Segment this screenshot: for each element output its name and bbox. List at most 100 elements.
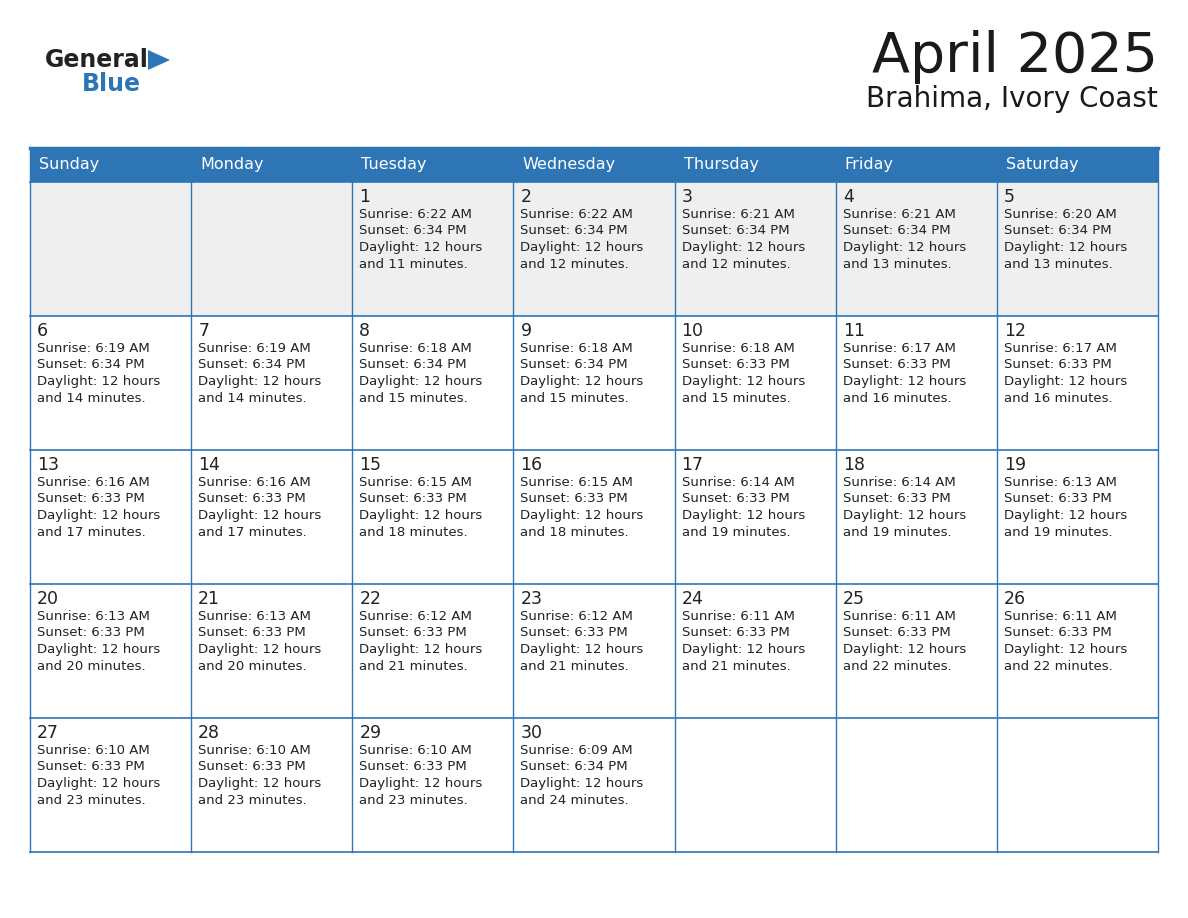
Text: Sunset: 6:34 PM: Sunset: 6:34 PM	[520, 359, 628, 372]
Text: and 19 minutes.: and 19 minutes.	[842, 525, 952, 539]
Text: 16: 16	[520, 456, 543, 474]
Text: 8: 8	[359, 322, 371, 340]
Bar	[191, 718, 353, 852]
Text: Daylight: 12 hours: Daylight: 12 hours	[842, 509, 966, 522]
Text: Monday: Monday	[200, 158, 264, 173]
Text: 4: 4	[842, 188, 854, 206]
Text: Sunrise: 6:10 AM: Sunrise: 6:10 AM	[359, 744, 472, 757]
Text: 22: 22	[359, 590, 381, 608]
Text: 2: 2	[520, 188, 531, 206]
Polygon shape	[148, 50, 170, 70]
Text: and 23 minutes.: and 23 minutes.	[37, 793, 146, 807]
Bar	[30, 450, 191, 584]
Bar	[835, 718, 997, 852]
Text: Sunrise: 6:10 AM: Sunrise: 6:10 AM	[37, 744, 150, 757]
Text: Daylight: 12 hours: Daylight: 12 hours	[198, 509, 322, 522]
Text: Daylight: 12 hours: Daylight: 12 hours	[1004, 241, 1127, 254]
Text: and 20 minutes.: and 20 minutes.	[198, 659, 307, 673]
Text: and 16 minutes.: and 16 minutes.	[842, 391, 952, 405]
Text: Sunset: 6:34 PM: Sunset: 6:34 PM	[359, 359, 467, 372]
Bar	[30, 718, 191, 852]
Bar	[191, 182, 353, 316]
Text: 24: 24	[682, 590, 703, 608]
Text: 7: 7	[198, 322, 209, 340]
Text: Daylight: 12 hours: Daylight: 12 hours	[682, 643, 804, 656]
Bar	[353, 148, 513, 182]
Text: Sunrise: 6:16 AM: Sunrise: 6:16 AM	[198, 476, 311, 489]
Bar	[835, 316, 997, 450]
Text: Daylight: 12 hours: Daylight: 12 hours	[198, 643, 322, 656]
Text: Brahima, Ivory Coast: Brahima, Ivory Coast	[866, 85, 1158, 113]
Bar	[835, 182, 997, 316]
Text: Daylight: 12 hours: Daylight: 12 hours	[1004, 509, 1127, 522]
Text: Daylight: 12 hours: Daylight: 12 hours	[520, 643, 644, 656]
Text: Sunset: 6:34 PM: Sunset: 6:34 PM	[520, 225, 628, 238]
Text: Blue: Blue	[82, 72, 141, 96]
Text: and 22 minutes.: and 22 minutes.	[1004, 659, 1113, 673]
Text: Sunrise: 6:14 AM: Sunrise: 6:14 AM	[842, 476, 955, 489]
Text: Daylight: 12 hours: Daylight: 12 hours	[359, 509, 482, 522]
Text: Sunset: 6:33 PM: Sunset: 6:33 PM	[682, 626, 789, 640]
Text: and 19 minutes.: and 19 minutes.	[682, 525, 790, 539]
Text: and 14 minutes.: and 14 minutes.	[37, 391, 146, 405]
Text: Daylight: 12 hours: Daylight: 12 hours	[1004, 375, 1127, 388]
Text: General: General	[45, 48, 148, 72]
Text: Sunrise: 6:21 AM: Sunrise: 6:21 AM	[682, 208, 795, 221]
Bar	[675, 584, 835, 718]
Bar	[353, 584, 513, 718]
Text: 5: 5	[1004, 188, 1015, 206]
Text: Sunset: 6:33 PM: Sunset: 6:33 PM	[842, 626, 950, 640]
Text: and 13 minutes.: and 13 minutes.	[842, 258, 952, 271]
Text: Sunset: 6:33 PM: Sunset: 6:33 PM	[682, 492, 789, 506]
Text: 15: 15	[359, 456, 381, 474]
Text: Sunset: 6:33 PM: Sunset: 6:33 PM	[842, 359, 950, 372]
Text: Daylight: 12 hours: Daylight: 12 hours	[520, 375, 644, 388]
Text: Sunrise: 6:18 AM: Sunrise: 6:18 AM	[520, 342, 633, 355]
Text: 26: 26	[1004, 590, 1026, 608]
Text: 9: 9	[520, 322, 531, 340]
Text: Sunset: 6:34 PM: Sunset: 6:34 PM	[1004, 225, 1112, 238]
Text: 18: 18	[842, 456, 865, 474]
Bar	[191, 584, 353, 718]
Bar	[513, 450, 675, 584]
Text: Daylight: 12 hours: Daylight: 12 hours	[359, 777, 482, 790]
Text: 19: 19	[1004, 456, 1026, 474]
Bar	[30, 584, 191, 718]
Text: 29: 29	[359, 724, 381, 742]
Text: 23: 23	[520, 590, 543, 608]
Text: Sunset: 6:33 PM: Sunset: 6:33 PM	[842, 492, 950, 506]
Bar	[675, 148, 835, 182]
Text: Sunrise: 6:19 AM: Sunrise: 6:19 AM	[37, 342, 150, 355]
Text: 13: 13	[37, 456, 59, 474]
Text: Sunset: 6:33 PM: Sunset: 6:33 PM	[198, 492, 305, 506]
Text: Sunset: 6:33 PM: Sunset: 6:33 PM	[520, 492, 628, 506]
Text: and 20 minutes.: and 20 minutes.	[37, 659, 146, 673]
Text: and 16 minutes.: and 16 minutes.	[1004, 391, 1112, 405]
Text: Daylight: 12 hours: Daylight: 12 hours	[198, 777, 322, 790]
Bar	[513, 182, 675, 316]
Text: and 14 minutes.: and 14 minutes.	[198, 391, 307, 405]
Bar	[513, 584, 675, 718]
Text: Sunset: 6:33 PM: Sunset: 6:33 PM	[1004, 359, 1112, 372]
Text: Sunset: 6:34 PM: Sunset: 6:34 PM	[198, 359, 305, 372]
Text: and 17 minutes.: and 17 minutes.	[198, 525, 307, 539]
Text: Daylight: 12 hours: Daylight: 12 hours	[520, 509, 644, 522]
Text: Sunrise: 6:11 AM: Sunrise: 6:11 AM	[682, 610, 795, 623]
Bar	[675, 450, 835, 584]
Text: Sunrise: 6:13 AM: Sunrise: 6:13 AM	[1004, 476, 1117, 489]
Text: Sunset: 6:34 PM: Sunset: 6:34 PM	[682, 225, 789, 238]
Bar	[353, 718, 513, 852]
Bar	[30, 182, 191, 316]
Text: Sunday: Sunday	[39, 158, 100, 173]
Text: Sunrise: 6:18 AM: Sunrise: 6:18 AM	[359, 342, 472, 355]
Text: 10: 10	[682, 322, 703, 340]
Text: Tuesday: Tuesday	[361, 158, 426, 173]
Text: 20: 20	[37, 590, 59, 608]
Text: and 23 minutes.: and 23 minutes.	[359, 793, 468, 807]
Text: and 24 minutes.: and 24 minutes.	[520, 793, 630, 807]
Text: and 22 minutes.: and 22 minutes.	[842, 659, 952, 673]
Text: Daylight: 12 hours: Daylight: 12 hours	[682, 375, 804, 388]
Text: and 12 minutes.: and 12 minutes.	[520, 258, 630, 271]
Bar	[997, 718, 1158, 852]
Text: Daylight: 12 hours: Daylight: 12 hours	[359, 375, 482, 388]
